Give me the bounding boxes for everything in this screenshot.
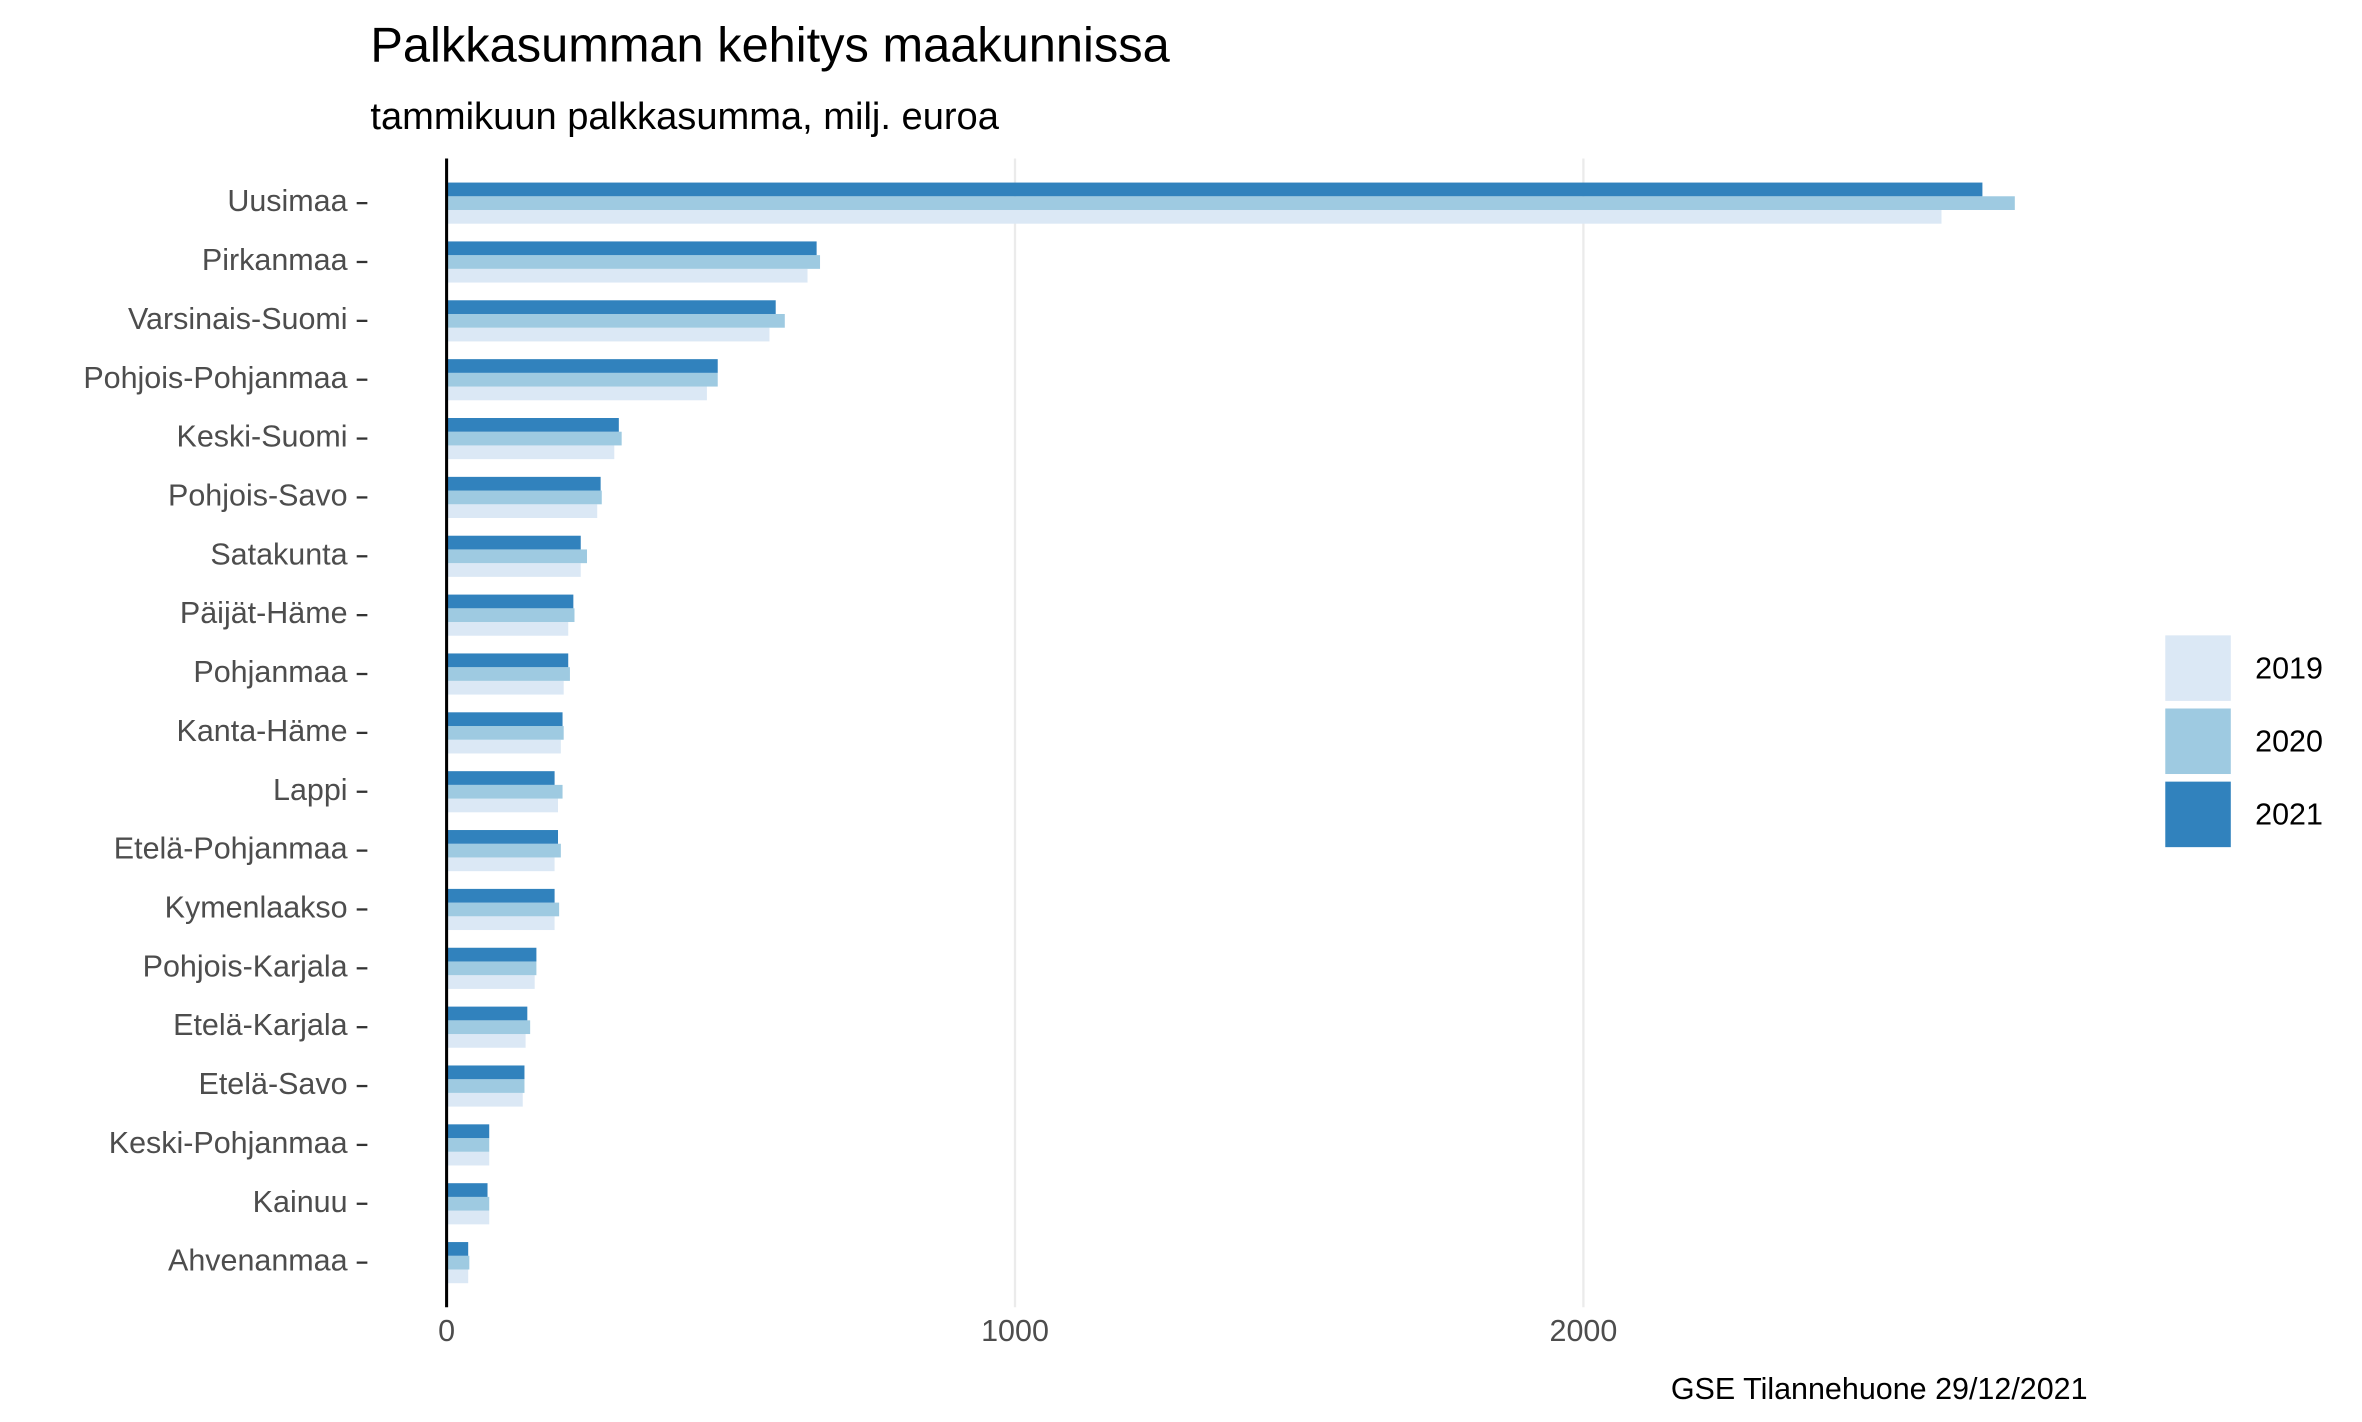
bar	[446, 608, 575, 623]
bar	[446, 255, 821, 269]
bar	[446, 1183, 488, 1197]
y-tick-label: Varsinais-Suomi	[128, 302, 348, 336]
bar	[446, 680, 564, 695]
bar	[446, 1138, 490, 1152]
legend-label: 2020	[2255, 725, 2323, 759]
y-tick-label: Etelä-Savo	[199, 1067, 348, 1101]
y-tick-label: Pohjanmaa	[193, 655, 347, 689]
y-tick-label: Etelä-Karjala	[173, 1008, 347, 1042]
bar	[446, 418, 619, 432]
legend-label: 2021	[2255, 798, 2323, 832]
y-tick-label: Päijät-Häme	[180, 596, 348, 630]
y-tick-label: Lappi	[273, 773, 348, 807]
y-tick-label: Kanta-Häme	[177, 714, 348, 748]
y-tick-label: Kainuu	[253, 1185, 348, 1219]
bar	[446, 490, 602, 505]
bar	[446, 549, 587, 564]
y-tick-label: Pohjois-Karjala	[143, 949, 348, 983]
bar	[446, 888, 555, 903]
y-tick-label: Uusimaa	[227, 184, 347, 218]
bar	[446, 182, 1983, 197]
bar	[446, 726, 564, 740]
bar	[446, 1006, 528, 1021]
bar	[446, 771, 555, 785]
bar	[446, 947, 537, 962]
bar	[446, 667, 570, 681]
bar	[446, 902, 560, 917]
y-tick-label: Pohjois-Savo	[168, 478, 348, 512]
bar	[446, 843, 561, 858]
bar	[446, 1092, 523, 1107]
x-tick-label: 1000	[981, 1314, 1049, 1348]
bar	[446, 622, 569, 636]
bar	[446, 784, 563, 799]
x-tick-label: 0	[438, 1314, 455, 1348]
legend-swatch	[2165, 781, 2231, 848]
bar	[446, 313, 785, 328]
bar	[446, 798, 559, 813]
bar	[446, 1034, 526, 1048]
y-tick-label: Kymenlaakso	[165, 891, 348, 925]
bar	[446, 961, 537, 976]
bar	[446, 268, 808, 283]
bar	[446, 1151, 490, 1166]
bar	[446, 504, 598, 519]
bar	[446, 857, 555, 872]
bar	[446, 712, 563, 727]
chart-title: Palkkasumman kehitys maakunnissa	[370, 19, 1170, 73]
bar	[446, 830, 559, 844]
bar	[446, 594, 574, 609]
legend-swatch	[2165, 708, 2231, 775]
bar	[446, 431, 622, 446]
y-tick-label: Pirkanmaa	[202, 243, 348, 277]
bar	[446, 916, 555, 931]
bar	[446, 300, 776, 314]
y-tick-label: Keski-Suomi	[177, 420, 348, 454]
bar	[446, 476, 601, 491]
y-tick-label: Keski-Pohjanmaa	[109, 1126, 348, 1160]
y-tick-label: Ahvenanmaa	[168, 1244, 348, 1278]
bar	[446, 653, 569, 668]
bar	[446, 535, 581, 550]
bar	[446, 196, 2015, 210]
bar	[446, 1124, 490, 1139]
bar	[446, 445, 615, 460]
bar	[446, 1065, 525, 1080]
legend-swatch	[2165, 635, 2231, 701]
legend-label: 2019	[2255, 651, 2323, 685]
x-tick-label: 2000	[1550, 1314, 1618, 1348]
bar	[446, 241, 817, 256]
bar	[446, 1255, 470, 1270]
bar	[446, 1196, 490, 1211]
y-tick-label: Satakunta	[210, 537, 347, 571]
y-tick-label: Pohjois-Pohjanmaa	[83, 361, 347, 395]
bar	[446, 1079, 525, 1093]
caption: GSE Tilannehuone 29/12/2021	[1671, 1372, 2088, 1406]
bar	[446, 1210, 490, 1225]
y-tick-label: Etelä-Pohjanmaa	[114, 832, 348, 866]
bar	[446, 975, 535, 989]
bar	[446, 209, 1942, 224]
bar	[446, 739, 561, 754]
bar	[446, 327, 770, 342]
bar	[446, 359, 718, 373]
bar	[446, 372, 718, 387]
chart-subtitle: tammikuun palkkasumma, milj. euroa	[370, 96, 999, 138]
bar	[446, 386, 707, 401]
bar	[446, 563, 581, 577]
bar	[446, 1020, 531, 1035]
bar	[446, 1269, 469, 1284]
bar	[446, 1242, 469, 1256]
